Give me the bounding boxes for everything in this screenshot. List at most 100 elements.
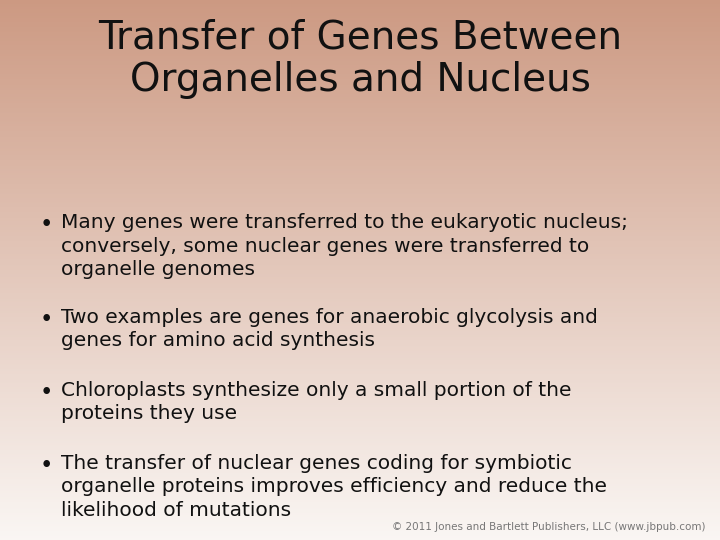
Bar: [0, 371, 720, 373]
Bar: [0, 466, 720, 468]
Bar: [0, 184, 720, 185]
Text: The transfer of nuclear genes coding for symbiotic
organelle proteins improves e: The transfer of nuclear genes coding for…: [61, 454, 607, 519]
Bar: [0, 423, 720, 425]
Bar: [0, 396, 720, 398]
Bar: [0, 158, 720, 160]
Bar: [0, 50, 720, 52]
Bar: [0, 81, 720, 83]
Bar: [0, 336, 720, 339]
Bar: [0, 329, 720, 331]
Bar: [0, 277, 720, 279]
Bar: [0, 328, 720, 329]
Bar: [0, 520, 720, 522]
Bar: [0, 174, 720, 177]
Bar: [0, 437, 720, 439]
Bar: [0, 155, 720, 157]
Bar: [0, 376, 720, 378]
Bar: [0, 385, 720, 387]
Bar: [0, 279, 720, 281]
Bar: [0, 457, 720, 459]
Bar: [0, 508, 720, 509]
Bar: [0, 47, 720, 49]
Bar: [0, 120, 720, 123]
Bar: [0, 482, 720, 484]
Bar: [0, 434, 720, 436]
Bar: [0, 79, 720, 81]
Bar: [0, 182, 720, 184]
Bar: [0, 394, 720, 396]
Bar: [0, 245, 720, 247]
Bar: [0, 493, 720, 495]
Bar: [0, 187, 720, 189]
Text: © 2011 Jones and Bartlett Publishers, LLC (www.jbpub.com): © 2011 Jones and Bartlett Publishers, LL…: [392, 522, 706, 532]
Bar: [0, 196, 720, 198]
Bar: [0, 308, 720, 309]
Bar: [0, 266, 720, 268]
Text: •: •: [40, 308, 53, 331]
Bar: [0, 272, 720, 274]
Bar: [0, 398, 720, 400]
Bar: [0, 326, 720, 328]
Bar: [0, 18, 720, 20]
Bar: [0, 128, 720, 130]
Bar: [0, 315, 720, 317]
Bar: [0, 441, 720, 443]
Bar: [0, 167, 720, 169]
Bar: [0, 248, 720, 250]
Bar: [0, 238, 720, 239]
Bar: [0, 290, 720, 292]
Bar: [0, 443, 720, 444]
Bar: [0, 45, 720, 47]
Bar: [0, 373, 720, 374]
Bar: [0, 139, 720, 140]
Bar: [0, 484, 720, 486]
Bar: [0, 464, 720, 466]
Bar: [0, 270, 720, 272]
Bar: [0, 36, 720, 38]
Bar: [0, 524, 720, 525]
Bar: [0, 425, 720, 427]
Bar: [0, 193, 720, 194]
Bar: [0, 221, 720, 223]
Bar: [0, 204, 720, 205]
Bar: [0, 409, 720, 410]
Bar: [0, 358, 720, 360]
Bar: [0, 263, 720, 265]
Bar: [0, 286, 720, 288]
Text: Two examples are genes for anaerobic glycolysis and
genes for amino acid synthes: Two examples are genes for anaerobic gly…: [61, 308, 598, 350]
Bar: [0, 43, 720, 45]
Bar: [0, 281, 720, 282]
Bar: [0, 538, 720, 540]
Bar: [0, 417, 720, 420]
Bar: [0, 77, 720, 79]
Bar: [0, 481, 720, 482]
Bar: [0, 252, 720, 254]
Bar: [0, 274, 720, 275]
Bar: [0, 142, 720, 144]
Bar: [0, 151, 720, 153]
Bar: [0, 101, 720, 103]
Bar: [0, 218, 720, 220]
Bar: [0, 103, 720, 104]
Bar: [0, 366, 720, 367]
Bar: [0, 223, 720, 225]
Bar: [0, 407, 720, 409]
Bar: [0, 22, 720, 23]
Bar: [0, 227, 720, 228]
Bar: [0, 239, 720, 241]
Bar: [0, 63, 720, 65]
Bar: [0, 178, 720, 180]
Bar: [0, 306, 720, 308]
Bar: [0, 232, 720, 234]
Bar: [0, 130, 720, 131]
Bar: [0, 387, 720, 389]
Bar: [0, 477, 720, 479]
Bar: [0, 420, 720, 421]
Bar: [0, 511, 720, 513]
Bar: [0, 393, 720, 394]
Bar: [0, 282, 720, 285]
Bar: [0, 29, 720, 31]
Bar: [0, 475, 720, 477]
Bar: [0, 12, 720, 15]
Bar: [0, 147, 720, 150]
